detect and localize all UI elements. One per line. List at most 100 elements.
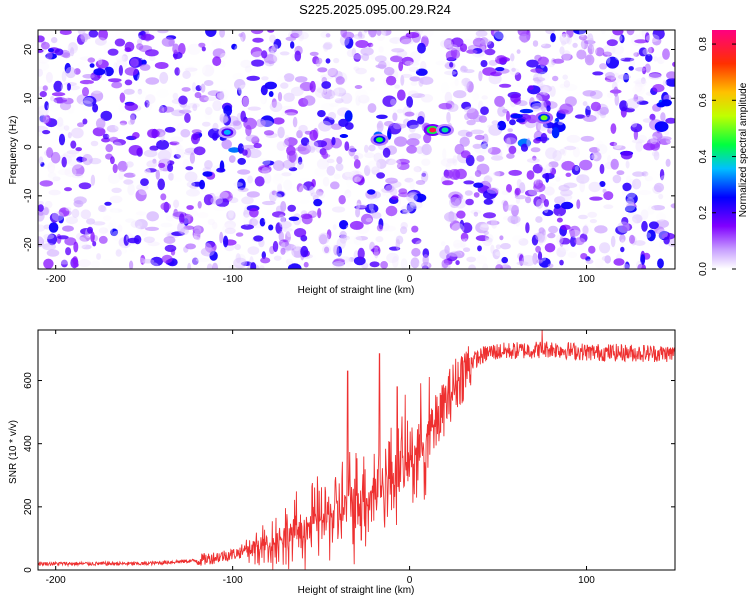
spectrogram-cell (527, 170, 535, 180)
spectrogram-cell (239, 33, 243, 37)
spectrogram-cell (558, 109, 569, 113)
spectrogram-cell (409, 67, 419, 73)
spectrogram-cell (583, 90, 597, 96)
spectrogram-cell (354, 159, 361, 168)
spectrogram-cell (317, 110, 326, 117)
spectrogram-cell (499, 84, 511, 88)
spectrogram-cell (295, 51, 302, 62)
spectrogram-cell (328, 112, 336, 120)
spectrogram-cell (83, 97, 93, 104)
spectrogram-cell (406, 193, 418, 202)
spectrogram-ytick-label: 0 (23, 144, 34, 150)
spectrogram-cell (220, 53, 227, 60)
spectrogram-cell (648, 73, 661, 79)
spectrogram-cell (548, 264, 554, 269)
spectrogram-cell (303, 95, 316, 105)
spectrogram-cell (340, 234, 347, 244)
spectrogram-cell (521, 52, 525, 60)
spectrogram-cell (278, 214, 285, 223)
spectrogram-cell (572, 43, 577, 48)
spectrogram-cell (74, 196, 87, 204)
spectrogram-cell (146, 169, 151, 178)
spectrogram-cell (410, 179, 415, 190)
spectrogram-cell (368, 103, 377, 113)
spectrogram-cell (561, 225, 571, 230)
spectrogram-cell (556, 234, 563, 244)
spectrogram-cell (242, 149, 248, 156)
spectrogram-cell (378, 46, 384, 53)
spectrogram-cell (273, 117, 285, 124)
spectrogram-cell (284, 73, 295, 82)
spectrogram-cell (177, 222, 186, 234)
spectrogram-cell (185, 40, 189, 50)
spectrogram-cell (516, 118, 525, 122)
spectrogram-cell (466, 120, 475, 126)
spectrogram-cell (416, 146, 423, 154)
spectrogram-cell (120, 93, 126, 103)
spectrogram-cell (260, 257, 270, 263)
spectrogram-cell (46, 52, 52, 59)
spectrogram-cell (160, 223, 172, 228)
spectrogram-cell (441, 241, 446, 246)
spectrogram-cell (247, 176, 253, 184)
spectrogram-cell (607, 92, 614, 98)
spectrogram-cell (390, 99, 396, 106)
spectrogram-cell (453, 243, 467, 247)
spectrogram-cell (601, 80, 613, 92)
spectrogram-cell (287, 205, 296, 212)
spectrogram-cell (378, 61, 387, 69)
spectrogram-xlabel: Height of straight line (km) (298, 285, 415, 296)
spectrogram-cell (91, 175, 95, 186)
spectrogram-cell (354, 235, 363, 245)
spectrogram-cell (666, 71, 677, 79)
spectrogram-cell (355, 40, 368, 48)
spectrogram-cell (564, 146, 576, 150)
spectrogram-cell (386, 206, 398, 216)
spectrogram-cell (108, 210, 119, 214)
spectrogram-cell (616, 170, 624, 175)
spectrogram-ytick-label: 20 (23, 44, 34, 56)
spectrogram-cell (110, 156, 115, 164)
spectrogram-cell (230, 188, 243, 198)
spectrogram-cell (417, 116, 424, 125)
spectrogram-cell (484, 199, 493, 205)
spectrogram-cell (481, 95, 488, 99)
spectrogram-cell (145, 49, 159, 56)
spectrogram-cell (481, 60, 488, 67)
spectrogram-cell (406, 32, 420, 38)
spectrogram-cell (506, 111, 510, 122)
spectrogram-cell (377, 224, 383, 231)
spectrogram-cell (506, 153, 515, 159)
spectrogram-cell (42, 130, 50, 134)
spectrogram-cell (646, 34, 660, 42)
spectrogram-cell (561, 161, 575, 171)
spectrogram-peak (429, 128, 436, 133)
spectrogram-cell (663, 237, 669, 245)
spectrogram-cell (643, 232, 651, 238)
spectrogram-cell (228, 209, 234, 218)
spectrogram-cell (547, 60, 555, 67)
spectrogram-cell (652, 84, 664, 92)
spectrogram-cell (393, 123, 402, 130)
spectrogram-cell (408, 215, 419, 224)
spectrogram-cell (82, 154, 93, 165)
spectrogram-cell (660, 112, 665, 121)
spectrogram-cell (254, 143, 262, 148)
spectrogram-cell (620, 239, 625, 247)
spectrogram-cell (60, 193, 73, 202)
spectrogram-cell (652, 151, 659, 157)
spectrogram-cell (112, 231, 121, 241)
spectrogram-cell (62, 95, 69, 100)
spectrogram-cell (289, 152, 296, 163)
spectrogram-cell (552, 76, 558, 81)
spectrogram-cell (364, 152, 375, 158)
spectrogram-cell (641, 209, 649, 220)
spectrogram-cell (187, 263, 191, 274)
spectrogram-cell (202, 122, 211, 127)
spectrogram-cell (517, 81, 521, 87)
spectrogram-cell (211, 39, 221, 48)
spectrogram-cell (322, 151, 328, 159)
spectrogram-cell (73, 263, 79, 268)
spectrogram-cell (204, 80, 214, 86)
spectrogram-cell (103, 215, 111, 220)
